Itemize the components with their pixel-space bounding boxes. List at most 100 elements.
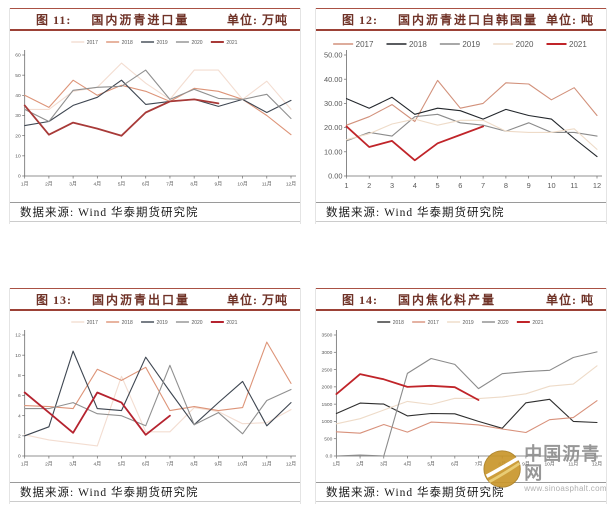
y-tick-label: 40.00 <box>324 75 343 84</box>
figure-12-chart-area: 0.00 10.00 20.00 30.00 40.00 50.00 1 2 3 4 5 6 7 8 9 10… <box>316 31 606 202</box>
watermark-logo-icon <box>483 450 521 488</box>
figure-title: 国内沥青进口自韩国量 <box>398 12 539 27</box>
series-2020-line <box>24 69 292 123</box>
figure-label: 图 11: <box>36 12 72 27</box>
y-tick-label: 0 <box>18 454 21 460</box>
y-tick-label: 20 <box>15 133 21 139</box>
series-2021-line <box>23 391 171 436</box>
x-tick-label: 10月 <box>237 181 247 187</box>
x-tick-label: 10月 <box>544 461 554 467</box>
y-tick-label: 1500 <box>321 402 332 408</box>
y-tick-label: 2 <box>18 434 21 440</box>
series-2017-line <box>335 400 598 434</box>
series-2017-line <box>24 375 292 447</box>
x-tick-label: 11月 <box>568 461 578 467</box>
y-tick-label: 50 <box>15 73 21 79</box>
watermark-text: 中国沥青网 www.sinoasphalt.com <box>524 445 610 493</box>
figure-panel-11: 图 11: 国内沥青进口量 单位: 万吨 0 10 20 30 40 50 60 1月 2月 3月… <box>9 8 301 224</box>
x-tick-label: 9月 <box>522 461 530 467</box>
series-2021-line <box>23 98 220 137</box>
figure-panel-12: 图 12: 国内沥青进口自韩国量 单位: 吨 0.00 10.00 20.00 30.… <box>315 8 607 224</box>
legend-label-2020: 2020 <box>191 320 202 326</box>
legend-label-2017: 2017 <box>87 320 98 326</box>
figure-11-chart-area: 0 10 20 30 40 50 60 1月 2月 3月 4月 5月 6月 7月 8月 9月 10月 11月 12月… <box>10 31 300 202</box>
legend-label-2018: 2018 <box>393 320 404 326</box>
x-tick-label: 11 <box>570 181 578 190</box>
x-tick-label: 12月 <box>286 181 296 187</box>
x-tick-label: 10月 <box>237 461 247 467</box>
watermark: 中国沥青网 www.sinoasphalt.com <box>483 445 610 493</box>
series-2019-line <box>24 79 292 127</box>
series-2018-line <box>345 96 598 158</box>
legend-label-2019: 2019 <box>462 40 480 49</box>
x-tick-label: 5月 <box>118 181 126 187</box>
x-tick-label: 2月 <box>45 181 53 187</box>
figure-label: 图 12: <box>342 12 378 27</box>
y-tick-label: 40 <box>15 93 21 99</box>
x-tick-label: 7月 <box>166 181 174 187</box>
x-tick-label: 1 <box>344 181 348 190</box>
x-tick-label: 5 <box>436 181 440 190</box>
series-2020-line <box>24 364 292 435</box>
series-2017-line <box>24 62 292 110</box>
series-2018-line <box>335 398 598 429</box>
y-tick-label: 60 <box>15 53 21 59</box>
figure-13-chart-area: 0 2 4 6 8 10 12 1月 2月 3月 4月 5月 6月 7月 8月 9月 10月 11月 12月 2017… <box>10 311 300 482</box>
x-tick-label: 1月 <box>21 461 29 467</box>
figure-label: 图 14: <box>342 292 378 307</box>
data-source: 数据来源: Wind 华泰期货研究院 <box>316 482 606 502</box>
x-tick-label: 2 <box>367 181 371 190</box>
series-2017-line <box>345 79 598 126</box>
y-tick-label: 8 <box>18 373 21 379</box>
x-tick-label: 5月 <box>427 461 435 467</box>
figure-13-header: 图 13: 国内沥青出口量 单位: 万吨 <box>10 288 300 311</box>
figure-11-header: 图 11: 国内沥青进口量 单位: 万吨 <box>10 8 300 31</box>
y-tick-label: 20.00 <box>324 123 343 132</box>
figure-unit: 单位: 吨 <box>546 12 594 27</box>
figure-14-header: 图 14: 国内焦化料产量 单位: 吨 <box>316 288 606 311</box>
x-tick-label: 6月 <box>142 181 150 187</box>
x-tick-label: 12月 <box>286 461 296 467</box>
x-tick-label: 5月 <box>118 461 126 467</box>
x-tick-label: 8月 <box>190 181 198 187</box>
y-tick-label: 4 <box>18 413 21 419</box>
x-tick-label: 12 <box>593 181 601 190</box>
y-tick-label: 30 <box>15 113 21 119</box>
y-tick-label: 3000 <box>321 350 332 356</box>
series-2019-line <box>24 350 292 437</box>
series-2021-line <box>345 125 485 162</box>
y-tick-label: 2000 <box>321 385 332 391</box>
x-tick-label: 9月 <box>215 461 223 467</box>
x-tick-label: 11月 <box>262 181 272 187</box>
y-tick-label: 12 <box>15 333 21 339</box>
y-tick-label: 1000 <box>321 419 332 425</box>
x-tick-label: 7月 <box>166 461 174 467</box>
x-tick-label: 1月 <box>21 181 29 187</box>
series-2019-line <box>335 365 598 425</box>
figure-12-header: 图 12: 国内沥青进口自韩国量 单位: 吨 <box>316 8 606 31</box>
y-tick-label: 0.0 <box>326 454 333 460</box>
x-tick-label: 4月 <box>94 461 102 467</box>
y-tick-label: 500 <box>324 436 332 442</box>
x-tick-label: 6 <box>458 181 462 190</box>
x-tick-label: 3月 <box>380 461 388 467</box>
figure-title: 国内沥青进口量 <box>91 12 190 27</box>
figure-panel-13: 图 13: 国内沥青出口量 单位: 万吨 0 2 4 6 8 10 12 1月 2月 3月 4月 5月… <box>9 288 301 504</box>
watermark-site-url: www.sinoasphalt.com <box>524 483 607 493</box>
x-tick-label: 9 <box>527 181 531 190</box>
legend-label-2021: 2021 <box>226 40 237 46</box>
figure-11-line-chart: 0 10 20 30 40 50 60 1月 2月 3月 4月 5月 6月 7月 8月 9月 10月 11月 12月… <box>15 40 296 188</box>
x-tick-label: 3月 <box>69 181 77 187</box>
x-tick-label: 8 <box>504 181 508 190</box>
figure-label: 图 13: <box>36 292 72 307</box>
figure-13-line-chart: 0 2 4 6 8 10 12 1月 2月 3月 4月 5月 6月 7月 8月 9月 10月 11月 12月 2017… <box>15 320 296 468</box>
data-source: 数据来源: Wind 华泰期货研究院 <box>10 482 300 502</box>
legend-label-2021: 2021 <box>532 320 543 326</box>
series-2020-line <box>345 118 598 150</box>
x-tick-label: 3月 <box>69 461 77 467</box>
y-tick-label: 50.00 <box>324 51 343 60</box>
legend-label-2021: 2021 <box>569 40 587 49</box>
figure-title: 国内沥青出口量 <box>92 292 191 307</box>
legend-label-2018: 2018 <box>122 320 133 326</box>
